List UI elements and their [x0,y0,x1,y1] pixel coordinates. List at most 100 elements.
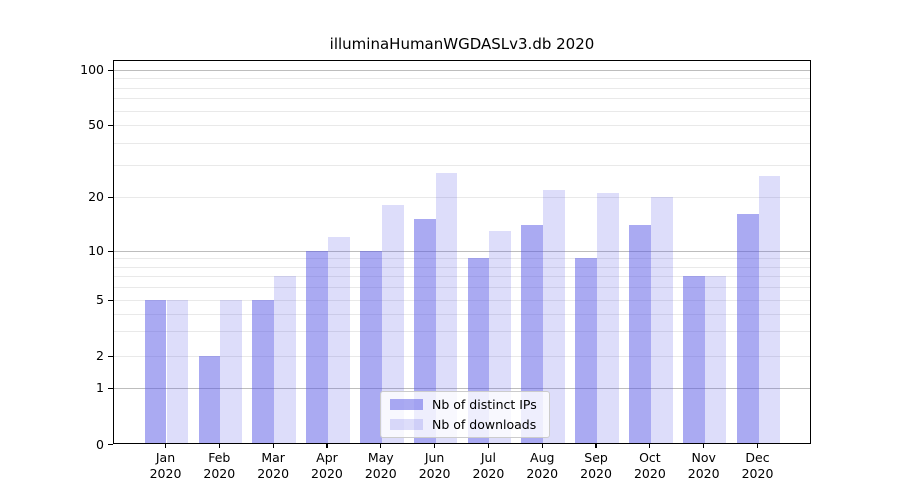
y-tick-label: 5 [96,292,104,307]
gridline-minor [114,87,810,89]
bar-downloads-feb [220,300,243,443]
y-tick-mark [108,124,113,126]
gridline-minor [114,125,810,126]
gridline-minor [114,313,810,315]
x-tick-label: Nov 2020 [677,450,731,481]
bar-ips-jan [144,300,167,443]
x-tick-month: Nov [691,450,716,465]
y-tick-mark [108,196,113,198]
gridline-minor [114,300,810,301]
legend-item: Nb of downloads [381,416,549,433]
y-tick-label: 100 [80,62,104,77]
y-tick-label: 1 [96,380,104,395]
x-tick-mark [703,444,705,448]
x-tick-month: Oct [639,450,661,465]
x-tick-year: 2020 [687,465,720,481]
x-tick-label: Apr 2020 [300,450,354,481]
x-tick-year: 2020 [580,465,612,481]
y-tick-mark [108,444,113,446]
bar-downloads-jun [435,173,458,443]
bar-ips-dec [736,214,759,443]
bar-ips-jun [413,219,436,443]
bar-downloads-may [381,205,404,443]
x-tick-label: Oct 2020 [623,450,677,481]
x-tick-year: 2020 [741,465,774,481]
x-tick-mark [541,444,543,448]
x-tick-year: 2020 [472,465,505,481]
x-tick-label: May 2020 [354,450,408,481]
x-tick-mark [380,444,382,448]
bar-downloads-oct [650,197,673,443]
bar-downloads-apr [327,236,350,443]
gridline-minor [114,98,810,100]
x-tick-label: Dec 2020 [731,450,785,481]
gridline-minor [114,78,810,80]
bar-ips-oct [629,224,651,443]
y-tick-mark [108,355,113,357]
x-tick-month: May [367,450,394,465]
gridline-minor [114,266,810,268]
gridline-minor [114,331,810,333]
x-tick-mark [649,444,651,448]
bar-downloads-mar [274,276,296,443]
x-tick-mark [272,444,274,448]
x-tick-label: Aug 2020 [515,450,569,481]
x-tick-month: Aug [530,450,555,465]
chart-title: illuminaHumanWGDASLv3.db 2020 [329,35,595,53]
bar-ips-feb [198,356,221,443]
x-tick-year: 2020 [526,465,559,481]
x-tick-year: 2020 [311,465,343,481]
x-tick-year: 2020 [203,465,236,481]
bar-ips-nov [682,276,705,443]
bar-downloads-dec [758,176,781,443]
y-tick-label: 2 [96,348,104,363]
y-tick-mark [108,250,113,252]
x-tick-month: Jun [424,450,445,465]
bar-ips-sep [575,258,598,443]
x-tick-month: Jul [480,450,496,465]
legend-item: Nb of distinct IPs [381,396,549,413]
bar-downloads-aug [543,189,566,443]
x-tick-mark [595,444,597,448]
x-tick-year: 2020 [418,465,451,481]
x-tick-month: Feb [208,450,231,465]
x-tick-mark [756,444,759,448]
bar-downloads-sep [597,193,619,443]
gridline-minor [114,258,810,260]
x-tick-mark [487,444,489,448]
x-tick-mark [218,444,220,448]
y-tick-label: 10 [88,243,104,258]
x-tick-month: Dec [745,450,770,465]
gridline-minor [114,165,810,167]
legend-swatch-distinct-ips [390,399,423,410]
x-tick-month: Sep [584,450,608,465]
bar-ips-aug [521,224,544,443]
gridline-major [114,388,810,389]
x-tick-mark [164,444,167,448]
x-tick-label: Jan 2020 [139,450,193,481]
x-tick-mark [326,444,328,448]
bar-ips-may [359,251,382,443]
gridline-minor [114,197,810,198]
x-tick-label: Jul 2020 [461,450,515,481]
x-tick-label: Feb 2020 [192,450,246,481]
x-tick-month: Apr [316,450,338,465]
gridline-minor [114,287,810,289]
x-tick-label: Mar 2020 [246,450,300,481]
gridline-major [114,251,810,252]
gridline-major [114,70,810,71]
bar-downloads-nov [704,276,727,443]
bar-ips-mar [252,300,275,443]
y-tick-mark [108,69,113,71]
gridline-minor [114,276,810,278]
x-tick-year: 2020 [257,465,290,481]
x-tick-month: Jan [155,450,176,465]
y-tick-mark [108,387,113,389]
x-tick-year: 2020 [633,465,666,481]
x-tick-label: Sep 2020 [569,450,623,481]
x-tick-month: Mar [261,450,285,465]
gridline-minor [114,110,810,112]
plot-area: Nb of distinct IPs Nb of downloads [113,60,811,444]
y-tick-label: 20 [88,189,104,204]
